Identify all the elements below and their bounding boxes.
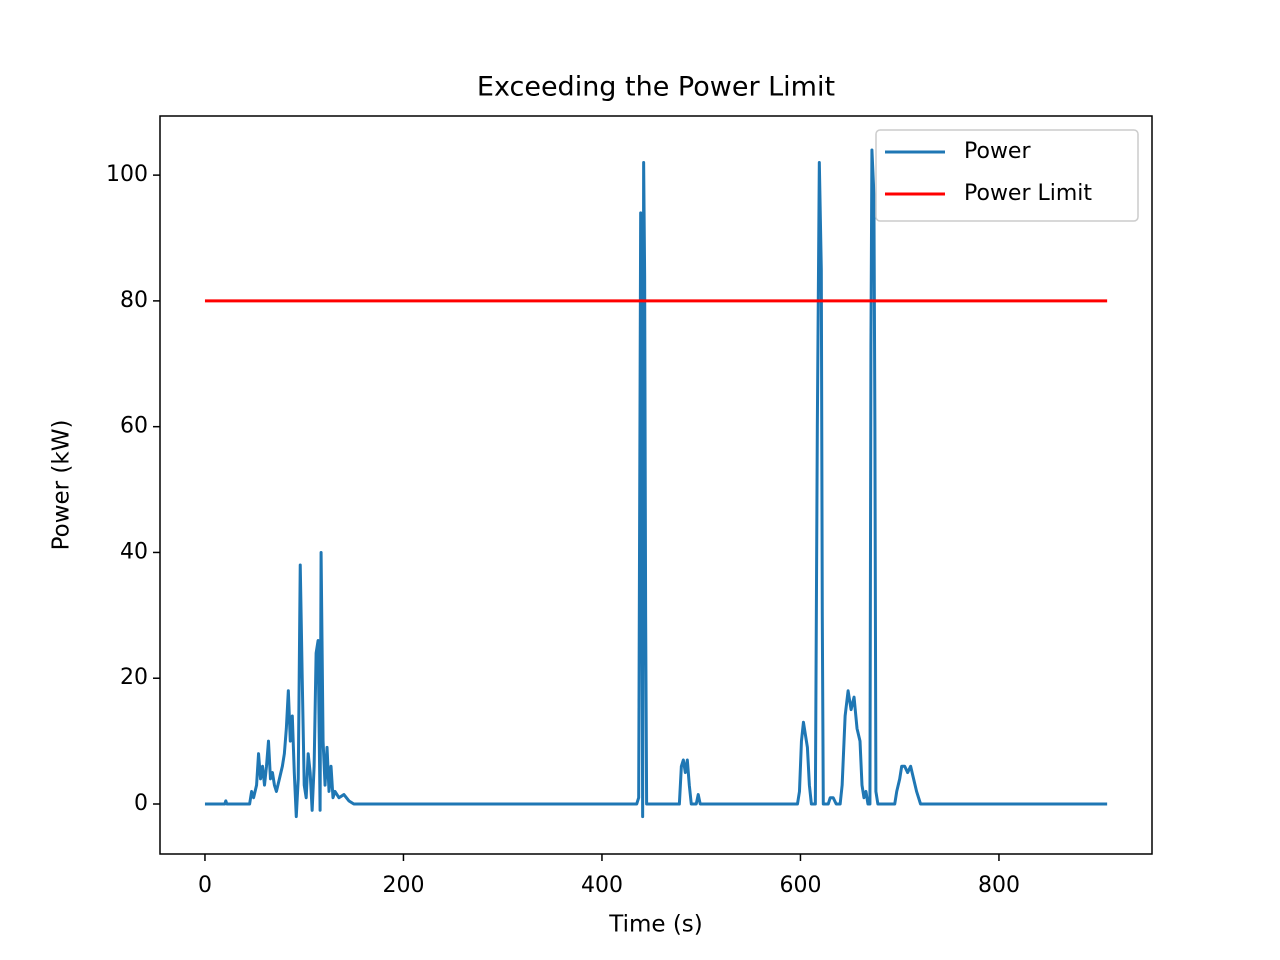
x-axis-label: Time (s) [608, 912, 703, 938]
x-tick-label: 400 [581, 873, 623, 898]
y-tick-label: 20 [120, 665, 148, 690]
y-axis-label: Power (kW) [49, 420, 75, 551]
y-tick-label: 100 [106, 162, 148, 187]
legend-label: Power [964, 139, 1031, 164]
x-tick-label: 800 [978, 873, 1020, 898]
x-tick-label: 600 [779, 873, 821, 898]
y-tick-label: 80 [120, 288, 148, 313]
y-tick-label: 40 [120, 539, 148, 564]
x-tick-label: 0 [198, 873, 212, 898]
y-tick-label: 60 [120, 414, 148, 439]
legend-label: Power Limit [964, 181, 1092, 206]
data-line [204, 148, 1108, 819]
plot-frame [159, 115, 1153, 855]
x-tick-label: 200 [382, 873, 424, 898]
y-tick-label: 0 [134, 791, 148, 816]
chart-title: Exceeding the Power Limit [477, 72, 835, 103]
